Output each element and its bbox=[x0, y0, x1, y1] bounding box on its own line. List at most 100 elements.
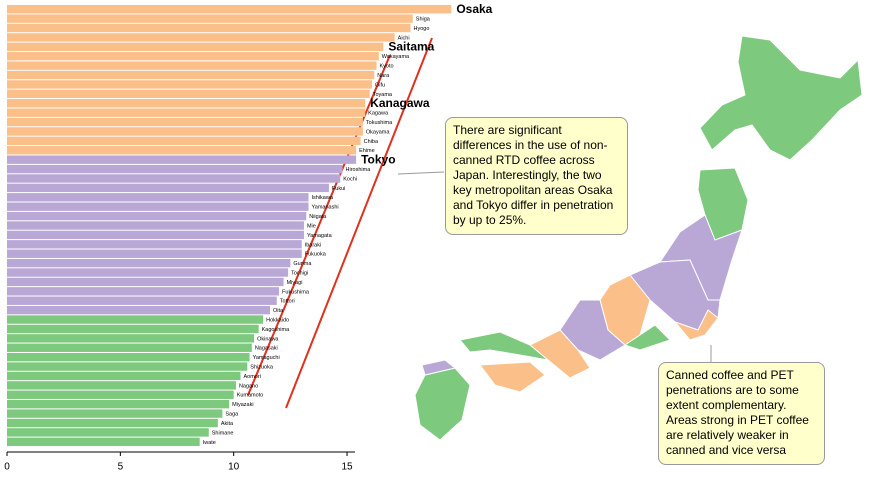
bar bbox=[7, 61, 377, 70]
bar-label: Nara bbox=[377, 73, 390, 79]
bar-label: Saga bbox=[225, 412, 239, 418]
bar bbox=[7, 164, 343, 174]
bar-label: Gifu bbox=[375, 82, 385, 88]
bar bbox=[7, 258, 291, 268]
bar-label: Toyama bbox=[373, 92, 393, 98]
bar-label: Gunma bbox=[293, 261, 312, 267]
callout: Canned coffee and PET penetrations are t… bbox=[658, 362, 825, 465]
bar bbox=[7, 249, 302, 258]
highlight-label: Saitama bbox=[388, 39, 434, 53]
bar bbox=[7, 390, 234, 399]
bar bbox=[7, 146, 357, 155]
shizuoka bbox=[623, 324, 671, 351]
bar-label: Aomori bbox=[244, 374, 261, 380]
bar bbox=[7, 277, 284, 287]
bar bbox=[7, 89, 370, 99]
bar bbox=[7, 287, 280, 296]
bar-label: Aichi bbox=[398, 35, 410, 41]
bar bbox=[7, 240, 302, 249]
bar bbox=[7, 399, 230, 409]
bar-label: Fukushima bbox=[282, 289, 310, 295]
bar-label: Niigata bbox=[309, 214, 327, 220]
japan-map bbox=[414, 35, 863, 441]
bar bbox=[7, 409, 223, 418]
bar-label: Shimane bbox=[212, 430, 234, 436]
bar bbox=[7, 371, 241, 381]
bar-label: Nagasaki bbox=[255, 346, 278, 352]
bar-label: Okinawa bbox=[257, 336, 279, 342]
bar-label: Ishikawa bbox=[312, 195, 334, 201]
hokkaido bbox=[699, 35, 863, 161]
bar-label: Fukuoka bbox=[305, 252, 327, 258]
bar bbox=[7, 155, 357, 164]
bar bbox=[7, 352, 250, 362]
bar bbox=[7, 136, 361, 146]
trend-line bbox=[247, 54, 391, 396]
bar bbox=[7, 202, 309, 211]
bar-label: Oita bbox=[273, 308, 284, 314]
bar-label: Tottori bbox=[280, 299, 295, 305]
x-tick-label: 0 bbox=[4, 462, 10, 473]
bar bbox=[7, 230, 304, 240]
fukuoka bbox=[421, 359, 457, 376]
bar bbox=[7, 5, 452, 14]
bar-label: Kyoto bbox=[380, 64, 394, 70]
bar-label: Chiba bbox=[364, 139, 379, 145]
callout: There are significant differences in the… bbox=[445, 117, 628, 235]
bar-label: Shizuoka bbox=[250, 365, 274, 371]
bar-label: Tokushima bbox=[366, 120, 393, 126]
bar bbox=[7, 428, 209, 437]
bar bbox=[7, 296, 277, 305]
callout-pointer bbox=[397, 171, 445, 175]
bar-label: Yamaguchi bbox=[253, 355, 280, 361]
x-tick-label: 15 bbox=[341, 462, 353, 473]
bar bbox=[7, 334, 255, 343]
bar bbox=[7, 418, 218, 428]
bar-label: Hiroshima bbox=[346, 167, 372, 173]
bar bbox=[7, 23, 411, 33]
bar-label: Okayama bbox=[366, 129, 390, 135]
bar-label: Hokkaido bbox=[266, 317, 289, 323]
bar bbox=[7, 362, 248, 371]
bar-label: Kagawa bbox=[368, 111, 389, 117]
bar bbox=[7, 127, 363, 136]
bar bbox=[7, 193, 309, 202]
highlight-label: Kanagawa bbox=[370, 96, 430, 110]
bar bbox=[7, 42, 384, 52]
bar bbox=[7, 221, 304, 230]
bar-label: Yamanashi bbox=[312, 205, 339, 211]
bar-label: Ibaraki bbox=[305, 242, 322, 248]
bar-label: Mie bbox=[307, 223, 316, 229]
bar-label: Akita bbox=[221, 421, 234, 427]
bar bbox=[7, 117, 363, 127]
bar bbox=[7, 211, 307, 221]
highlight-label: Tokyo bbox=[361, 152, 395, 166]
bar bbox=[7, 33, 395, 42]
bar-label: Shiga bbox=[416, 17, 431, 23]
bar bbox=[7, 324, 259, 334]
chugoku bbox=[459, 331, 550, 361]
bar bbox=[7, 343, 252, 352]
bar-label: Wakayama bbox=[382, 54, 410, 60]
bar-label: Miyagi bbox=[287, 280, 303, 286]
bar-label: Kagoshima bbox=[262, 327, 290, 333]
bar bbox=[7, 14, 413, 23]
bar-label: Kumamoto bbox=[237, 393, 264, 399]
bar-label: Nagano bbox=[239, 383, 258, 389]
bar bbox=[7, 305, 270, 315]
bar-label: Kochi bbox=[343, 176, 357, 182]
bar bbox=[7, 381, 236, 390]
x-tick-label: 10 bbox=[228, 462, 240, 473]
shikoku bbox=[479, 361, 546, 393]
bar-label: Hyogo bbox=[414, 26, 430, 32]
bar-label: Iwate bbox=[203, 440, 216, 446]
tokyo-bay bbox=[673, 309, 719, 341]
x-tick-label: 5 bbox=[118, 462, 124, 473]
kinki bbox=[559, 299, 626, 361]
kyushu bbox=[414, 367, 471, 441]
bar-label: Yamagata bbox=[307, 233, 333, 239]
bar bbox=[7, 70, 375, 80]
bar bbox=[7, 80, 372, 89]
bar bbox=[7, 174, 341, 183]
